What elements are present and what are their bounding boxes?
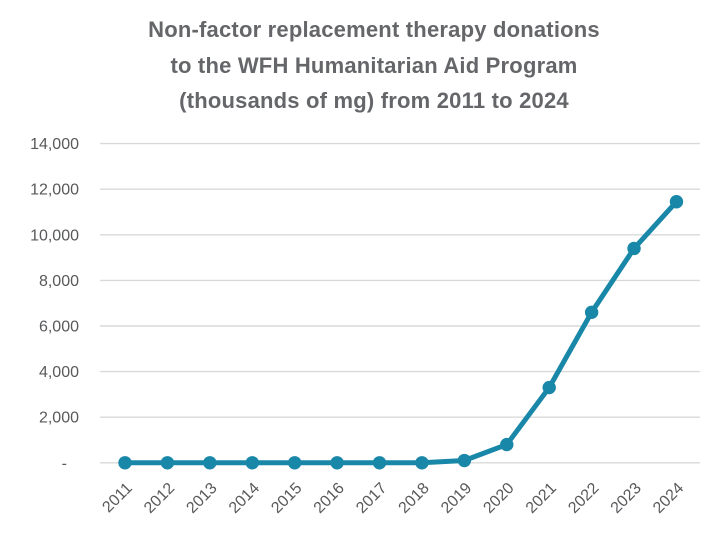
chart-title-line-2: to the WFH Humanitarian Aid Program [170,52,578,78]
x-axis-tick-label: 2013 [183,480,220,517]
x-axis-tick-label: 2024 [650,480,687,517]
x-axis-tick-label: 2023 [608,480,645,517]
y-axis-tick-label: 8,000 [39,273,79,290]
data-point-2022 [584,305,599,320]
chart-title: Non-factor replacement therapy donations… [13,12,722,119]
data-point-2020 [500,437,514,452]
data-line [122,199,679,466]
data-point-2015 [287,456,302,470]
x-axis-tick-label: 2018 [396,480,433,517]
x-axis-tick-label: 2014 [226,480,263,517]
y-axis-tick-label: 6,000 [39,319,79,336]
x-axis-tick-label: 2012 [141,480,178,517]
data-point-2019 [457,453,472,468]
x-axis-tick-label: 2011 [99,480,135,516]
data-point-2012 [160,456,175,470]
x-axis-tick-label: 2015 [268,480,305,517]
data-point-2017 [372,456,387,470]
y-axis-tick-label: 10,000 [30,227,79,244]
y-axis-tick-label: 12,000 [30,182,79,199]
data-point-2014 [245,456,259,470]
data-point-2011 [118,456,132,470]
y-axis-tick-label: - [62,455,67,472]
y-axis-tick-label: 4,000 [39,364,79,381]
y-axis-tick-label: 2,000 [39,410,79,427]
chart-title-line-3: (thousands of mg) from 2011 to 2024 [179,88,569,113]
x-axis-tick-label: 2019 [438,480,475,517]
x-axis-tick-label: 2021 [523,480,560,517]
x-axis-tick-label: 2017 [353,480,390,517]
x-axis-tick-label: 2016 [311,480,348,517]
x-axis-tick-label: 2022 [565,480,602,517]
data-point-2021 [542,380,556,395]
data-point-2018 [415,456,429,470]
chart-title-line-1: Non-factor replacement therapy donations [148,17,600,42]
data-point-2023 [627,241,641,256]
data-point-2016 [330,456,344,470]
y-axis-tick-label: 14,000 [30,136,79,153]
data-point-2013 [203,456,217,470]
x-axis-tick-label: 2020 [480,480,517,517]
data-point-2024 [669,195,684,209]
